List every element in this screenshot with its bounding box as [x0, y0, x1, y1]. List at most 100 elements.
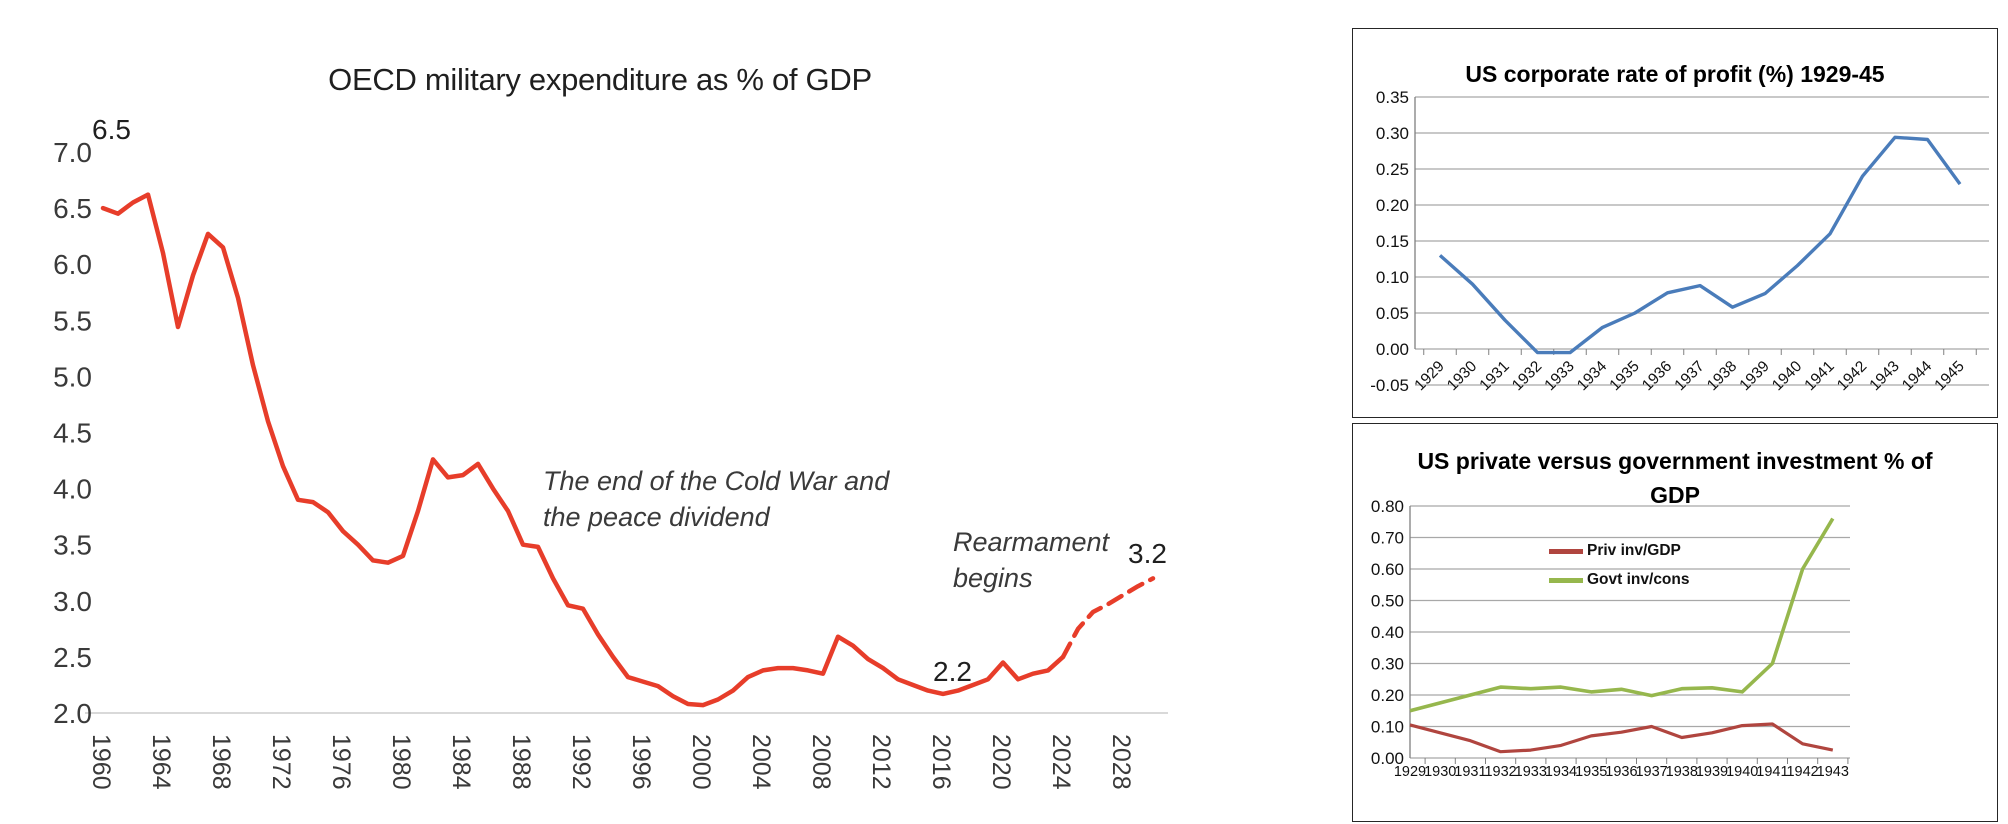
x-tick-label: 1938 — [1666, 764, 1698, 780]
x-tick-label: 1984 — [447, 734, 475, 790]
y-tick-label: 0.30 — [1376, 124, 1409, 143]
y-tick-label: 0.10 — [1376, 268, 1409, 287]
x-tick-label: 2028 — [1107, 734, 1135, 790]
x-tick-label: 2020 — [987, 734, 1015, 790]
data-label-forecast-end: 3.2 — [1128, 538, 1167, 569]
data-label-min: 2.2 — [933, 656, 972, 687]
y-tick-label: 0.60 — [1371, 560, 1404, 579]
y-tick-label: 0.00 — [1371, 749, 1404, 768]
x-tick-label: 1933 — [1515, 764, 1547, 780]
x-tick-label: 1937 — [1635, 764, 1667, 780]
x-tick-label: 1929 — [1411, 358, 1447, 394]
y-tick-label: 0.80 — [1371, 497, 1404, 516]
y-tick-label: 0.20 — [1376, 196, 1409, 215]
x-tick-label: 1936 — [1605, 764, 1637, 780]
annotation-line: begins — [953, 563, 1033, 593]
x-tick-label: 1932 — [1484, 764, 1516, 780]
priv-line-swatch-icon — [1549, 548, 1583, 554]
chart-title: US corporate rate of profit (%) 1929-45 — [1465, 61, 1885, 87]
x-tick-label: 1940 — [1769, 358, 1806, 395]
x-tick-label: 1937 — [1671, 358, 1707, 394]
y-tick-label: 0.15 — [1376, 232, 1409, 251]
x-tick-label: 1930 — [1424, 764, 1456, 780]
x-tick-label: 1943 — [1817, 764, 1849, 780]
x-tick-label: 1935 — [1575, 764, 1607, 780]
x-tick-label: 1960 — [87, 734, 115, 790]
y-tick-label: 0.40 — [1371, 623, 1404, 642]
us-profit-plot: 0.35 0.30 0.25 0.20 0.15 0.10 0.05 0.00 -0.05 192… — [1370, 88, 1989, 395]
chart-title-line: US private versus government investment … — [1417, 448, 1933, 474]
x-tick-label: 1940 — [1726, 764, 1758, 780]
x-tick-label: 1939 — [1696, 764, 1728, 780]
x-tick-label: 1996 — [627, 734, 655, 790]
oecd-military-plot: 7.0 6.5 6.0 5.5 5.0 4.5 4.0 3.5 3.0 2.5 2.0 1960 196… — [53, 137, 1168, 790]
x-tick-label: 2000 — [687, 734, 715, 790]
y-tick-label: 0.00 — [1376, 340, 1409, 359]
annotation-line: The end of the Cold War and — [543, 466, 890, 496]
x-tick-label: 1932 — [1509, 358, 1545, 394]
annotation-line: the peace dividend — [543, 502, 770, 532]
chart-legend: Priv inv/GDP Govt inv/cons — [1549, 542, 1690, 589]
y-tick-label: 0.05 — [1376, 304, 1409, 323]
us-investment-chart: US private versus government investment … — [1352, 423, 1998, 822]
legend-item-govt: Govt inv/cons — [1549, 571, 1690, 589]
x-tick-label: 1931 — [1454, 764, 1486, 780]
data-label-start: 6.5 — [92, 114, 131, 145]
x-tick-label: 1942 — [1834, 358, 1870, 394]
profit-rate-line — [1438, 135, 1962, 355]
x-tick-label: 2012 — [867, 734, 895, 790]
annotation-rearmament: Rearmament begins — [953, 524, 1109, 596]
x-tick-label: 1941 — [1801, 358, 1837, 394]
legend-label: Priv inv/GDP — [1587, 542, 1681, 559]
y-tick-label: 0.50 — [1371, 592, 1404, 611]
x-tick-label: 2016 — [927, 734, 955, 790]
x-tick-label: 2024 — [1047, 734, 1075, 790]
y-tick-label: 3.5 — [53, 530, 92, 561]
x-tick-label: 1944 — [1899, 358, 1936, 395]
military-expenditure-forecast-line — [1060, 576, 1156, 660]
y-tick-label: 0.30 — [1371, 655, 1404, 674]
legend-label: Govt inv/cons — [1587, 571, 1690, 588]
x-tick-label: 1935 — [1606, 358, 1642, 394]
us-investment-plot: 0.80 0.70 0.60 0.50 0.40 0.30 0.20 0.10 0.001929… — [1371, 497, 1850, 780]
y-tick-label: 0.10 — [1371, 718, 1404, 737]
x-tick-label: 2008 — [807, 734, 835, 790]
x-tick-label: 1939 — [1736, 358, 1772, 394]
chart-title: OECD military expenditure as % of GDP — [328, 62, 872, 97]
annotation-line: Rearmament — [953, 527, 1110, 557]
govt-line-swatch-icon — [1549, 577, 1583, 583]
y-tick-label: 3.0 — [53, 586, 92, 617]
y-tick-label: 2.5 — [53, 642, 92, 673]
y-tick-label: 2.0 — [53, 698, 92, 729]
x-tick-label: 1945 — [1931, 358, 1967, 394]
x-tick-label: 1938 — [1704, 358, 1740, 394]
legend-item-priv: Priv inv/GDP — [1549, 542, 1690, 560]
x-tick-label: 2004 — [747, 734, 775, 790]
x-tick-label: 1980 — [387, 734, 415, 790]
y-tick-label: 5.0 — [53, 361, 92, 392]
us-profit-chart: US corporate rate of profit (%) 1929-45 … — [1352, 28, 1998, 418]
x-tick-label: 1964 — [147, 734, 175, 790]
chart-title: US private versus government investment … — [1353, 444, 1997, 512]
x-tick-label: 1934 — [1574, 358, 1611, 395]
y-tick-label: 0.25 — [1376, 160, 1409, 179]
x-tick-label: 1936 — [1639, 358, 1675, 394]
x-tick-label: 1942 — [1786, 764, 1818, 780]
y-tick-label: 4.0 — [53, 474, 92, 505]
x-tick-label: 1976 — [327, 734, 355, 790]
x-tick-label: 1941 — [1756, 764, 1788, 780]
govt-inv-line — [1409, 517, 1835, 713]
annotation-cold-war: The end of the Cold War and the peace di… — [543, 463, 889, 535]
chart-title-line: GDP — [1650, 482, 1700, 508]
y-tick-label: 0.35 — [1376, 88, 1409, 107]
priv-inv-line — [1409, 722, 1834, 754]
y-tick-label: -0.05 — [1370, 376, 1409, 395]
oecd-military-chart: OECD military expenditure as % of GDP 7.… — [53, 62, 1168, 790]
x-tick-label: 1933 — [1541, 358, 1577, 394]
y-tick-label: 6.0 — [53, 249, 92, 280]
x-tick-label: 1931 — [1476, 358, 1512, 394]
y-tick-label: 6.5 — [53, 193, 92, 224]
x-tick-label: 1972 — [267, 734, 295, 790]
military-expenditure-line — [100, 192, 1066, 708]
